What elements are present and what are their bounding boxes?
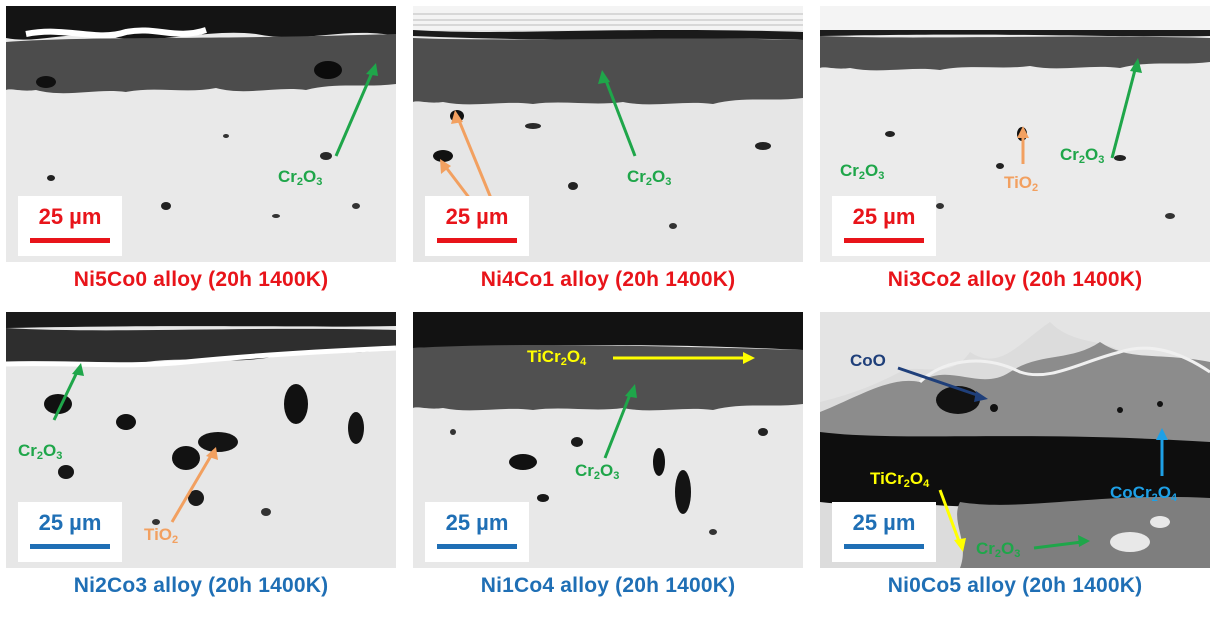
panel-caption: Ni2Co3 alloy (20h 1400K) [73,574,329,597]
phase-label-ticr2o4: TiCr2O4 [870,469,930,490]
phase-label-cocr2o4: CoCr2O4 [1110,483,1178,504]
panel-caption: Ni1Co4 alloy (20h 1400K) [480,574,736,597]
scale-label: 25 µm [445,510,509,535]
phase-label-cr2o3: Cr2O3 [627,167,672,188]
phase-label-cr2o3: Cr2O3 [976,539,1021,560]
panel-caption: Ni0Co5 alloy (20h 1400K) [887,574,1143,597]
phase-label-cr2o3: Cr2O3 [840,161,885,182]
micrograph: Cr2O3 25 µm [6,6,396,262]
panel-caption: Ni5Co0 alloy (20h 1400K) [73,268,329,291]
phase-label-ticr2o4: TiCr2O4 [527,347,587,368]
micrograph: Cr2O3 25 µm [413,6,803,262]
phase-label-tio2: TiO2 [144,525,179,546]
panel-caption: Ni3Co2 alloy (20h 1400K) [887,268,1143,291]
scale-bar: 25 µm [425,196,529,256]
micrograph: CoO TiCr2O4 CoCr2O4 Cr2O3 25 µm [820,312,1210,568]
phase-label-cr2o3: Cr2O3 [278,167,323,188]
micrograph: Cr2O3 Cr2O3 TiO2 25 µm [820,6,1210,262]
scale-bar: 25 µm [832,196,936,256]
scale-label: 25 µm [852,510,916,535]
phase-label-tio2: TiO2 [1004,173,1039,194]
scale-label: 25 µm [852,204,916,229]
micrograph: TiCr2O4 Cr2O3 25 µm [413,312,803,568]
phase-label-cr2o3: Cr2O3 [18,441,63,462]
phase-label-cr2o3: Cr2O3 [1060,145,1105,166]
scale-bar: 25 µm [18,196,122,256]
scale-bar: 25 µm [425,502,529,562]
scale-line [30,238,110,243]
scale-bar: 25 µm [832,502,936,562]
panel-caption: Ni4Co1 alloy (20h 1400K) [480,268,736,291]
scale-bar: 25 µm [18,502,122,562]
scale-line [437,238,517,243]
scale-line [844,544,924,549]
phase-label-coo: CoO [850,351,886,370]
scale-line [437,544,517,549]
scale-label: 25 µm [38,510,102,535]
phase-label-cr2o3: Cr2O3 [575,461,620,482]
scale-label: 25 µm [38,204,102,229]
micrograph: Cr2O3 TiO2 25 µm [6,312,396,568]
scale-label: 25 µm [445,204,509,229]
scale-line [844,238,924,243]
scale-line [30,544,110,549]
